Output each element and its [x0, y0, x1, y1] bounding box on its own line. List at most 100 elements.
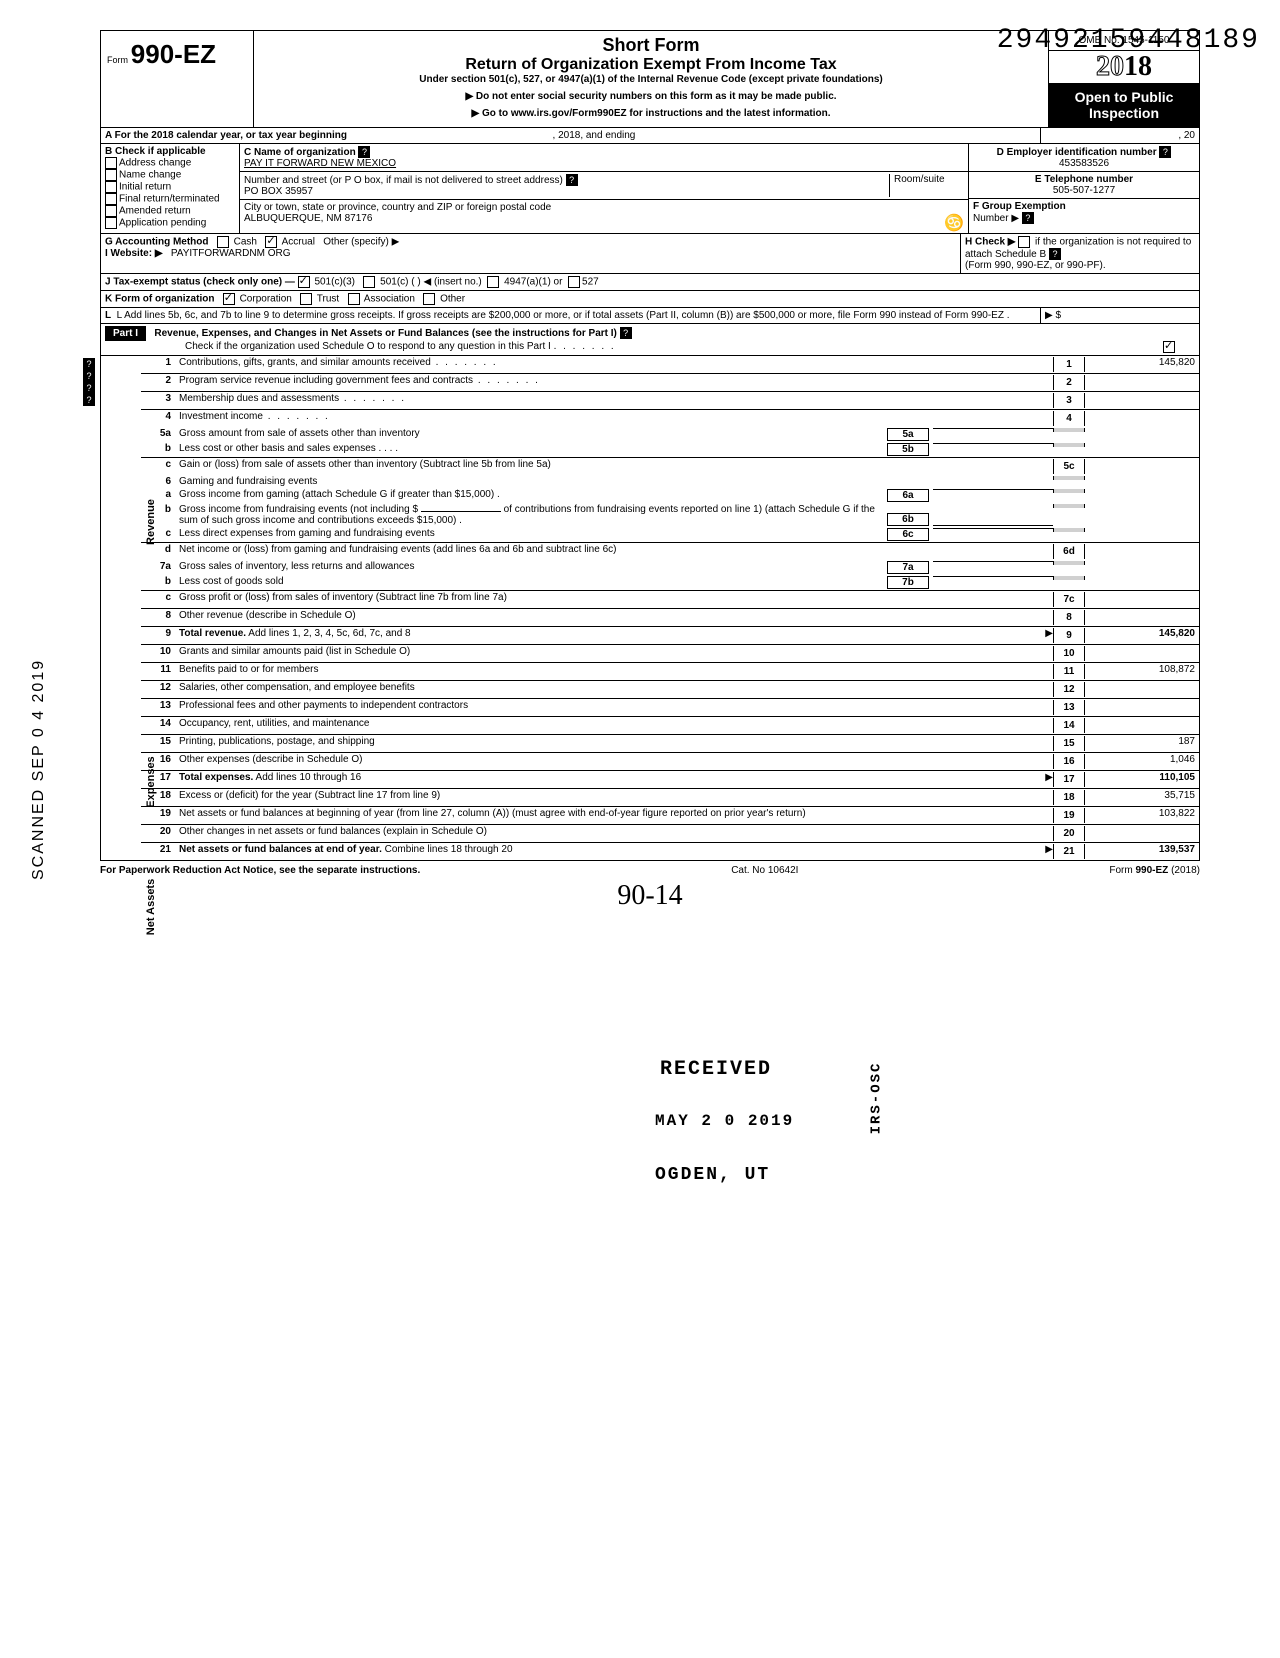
- checkbox-icon[interactable]: [105, 181, 117, 193]
- line-a: A For the 2018 calendar year, or tax yea…: [100, 128, 1200, 144]
- city-value: ALBUQUERQUE, NM 87176: [244, 213, 372, 224]
- line-15: 15Printing, publications, postage, and s…: [141, 734, 1199, 752]
- line-12: 12Salaries, other compensation, and empl…: [141, 680, 1199, 698]
- document-id: 29492159448189: [997, 25, 1260, 56]
- line-20: 20Other changes in net assets or fund ba…: [141, 824, 1199, 842]
- i-label: I Website: ▶: [105, 248, 163, 259]
- city-label: City or town, state or province, country…: [244, 202, 551, 213]
- h-text2: (Form 990, 990-EZ, or 990-PF).: [965, 260, 1106, 271]
- line-6d: d Net income or (loss) from gaming and f…: [141, 542, 1199, 560]
- help-icon[interactable]: ?: [1159, 146, 1171, 158]
- checkbox-icon[interactable]: [265, 236, 277, 248]
- side-revenue: Revenue: [145, 482, 157, 562]
- help-icon[interactable]: ?: [83, 382, 95, 394]
- line-a-end: , 20: [1178, 130, 1195, 141]
- f-label2: Number ▶: [973, 213, 1019, 224]
- b-opt-1[interactable]: Name change: [105, 169, 235, 181]
- checkbox-icon[interactable]: [1163, 341, 1175, 353]
- part1-body: Revenue Expenses Net Assets ? ? ? ? 1Con…: [100, 356, 1200, 861]
- line-6a: a Gross income from gaming (attach Sched…: [141, 488, 1199, 503]
- l-row: L L Add lines 5b, 6c, and 7b to line 9 t…: [100, 308, 1200, 324]
- line-6b: b Gross income from fundraising events (…: [141, 503, 1199, 527]
- checkbox-icon[interactable]: [1018, 236, 1030, 248]
- b-opt-5[interactable]: Application pending: [105, 217, 235, 229]
- side-expenses: Expenses: [145, 742, 157, 822]
- received-stamp: RECEIVED: [660, 1058, 772, 1081]
- form-word: Form: [107, 55, 128, 65]
- checkbox-icon[interactable]: [300, 293, 312, 305]
- form-number: 990-EZ: [131, 39, 216, 69]
- help-icon[interactable]: ?: [83, 394, 95, 406]
- b-opt-2[interactable]: Initial return: [105, 181, 235, 193]
- ein-value: 453583526: [1059, 158, 1109, 169]
- help-icon[interactable]: ?: [620, 327, 632, 339]
- scanned-stamp: SCANNED SEP 0 4 2019: [30, 659, 48, 880]
- signature: 90-14: [100, 880, 1200, 912]
- j-label: J Tax-exempt status (check only one) —: [105, 277, 295, 288]
- checkbox-icon[interactable]: [105, 217, 117, 229]
- checkbox-icon[interactable]: [487, 276, 499, 288]
- line-14: 14Occupancy, rent, utilities, and mainte…: [141, 716, 1199, 734]
- irs-stamp: IRS-OSC: [868, 1062, 884, 1135]
- checkbox-icon[interactable]: [363, 276, 375, 288]
- under-text: Under section 501(c), 527, or 4947(a)(1)…: [262, 74, 1040, 85]
- part1-check-text: Check if the organization used Schedule …: [185, 341, 551, 352]
- line-6c: c Less direct expenses from gaming and f…: [141, 527, 1199, 542]
- help-icon[interactable]: ?: [358, 146, 370, 158]
- org-name: PAY IT FORWARD NEW MEXICO: [244, 158, 396, 169]
- k-row: K Form of organization Corporation Trust…: [100, 291, 1200, 308]
- j-row: J Tax-exempt status (check only one) — 5…: [100, 274, 1200, 291]
- help-icon[interactable]: ?: [1049, 248, 1061, 260]
- b-opt-3[interactable]: Final return/terminated: [105, 193, 235, 205]
- checkbox-icon[interactable]: [105, 157, 117, 169]
- checkbox-icon[interactable]: [223, 293, 235, 305]
- b-opt-4[interactable]: Amended return: [105, 205, 235, 217]
- g-i-block: G Accounting Method Cash Accrual Other (…: [100, 234, 1200, 274]
- phone-value: 505-507-1277: [1053, 185, 1115, 196]
- footer-right: Form 990-EZ (2018): [1109, 865, 1200, 876]
- form-page: 29492159448189 SCANNED SEP 0 4 2019 Form…: [100, 30, 1200, 912]
- warn2: ▶ Go to www.irs.gov/Form990EZ for instru…: [262, 108, 1040, 119]
- checkbox-icon[interactable]: [298, 276, 310, 288]
- long-title: Return of Organization Exempt From Incom…: [262, 56, 1040, 74]
- help-icon[interactable]: ?: [566, 174, 578, 186]
- help-icon[interactable]: ?: [83, 370, 95, 382]
- checkbox-icon[interactable]: [105, 169, 117, 181]
- checkbox-icon[interactable]: [217, 236, 229, 248]
- open-inspection: Open to Public Inspection: [1049, 83, 1199, 127]
- part1-title: Revenue, Expenses, and Changes in Net As…: [154, 328, 617, 339]
- line-4: 4Investment income4: [141, 409, 1199, 427]
- line-a-label: A For the 2018 calendar year, or tax yea…: [105, 130, 347, 141]
- line-5a: 5a Gross amount from sale of assets othe…: [141, 427, 1199, 442]
- e-label: E Telephone number: [1035, 174, 1133, 185]
- h-label: H Check ▶: [965, 237, 1015, 248]
- checkbox-icon[interactable]: [105, 193, 117, 205]
- form-number-cell: Form 990-EZ: [101, 31, 254, 127]
- line-a-mid: , 2018, and ending: [553, 130, 636, 141]
- short-title: Short Form: [262, 35, 1040, 56]
- checkbox-icon[interactable]: [423, 293, 435, 305]
- line-9: 9Total revenue. Add lines 1, 2, 3, 4, 5c…: [141, 626, 1199, 644]
- line-17: 17Total expenses. Add lines 10 through 1…: [141, 770, 1199, 788]
- line-11: 11Benefits paid to or for members11108,8…: [141, 662, 1199, 680]
- b-label: B Check if applicable: [105, 146, 235, 157]
- checkbox-icon[interactable]: [348, 293, 360, 305]
- line-7a: 7a Gross sales of inventory, less return…: [141, 560, 1199, 575]
- k-label: K Form of organization: [105, 294, 214, 305]
- room-label: Room/suite: [894, 174, 945, 185]
- line-7c: cGross profit or (loss) from sales of in…: [141, 590, 1199, 608]
- l-text: L Add lines 5b, 6c, and 7b to line 9 to …: [117, 310, 1010, 321]
- checkbox-icon[interactable]: [105, 205, 117, 217]
- d-label: D Employer identification number: [997, 147, 1157, 158]
- circ-stamp: ♋: [944, 213, 964, 233]
- line-2: 2Program service revenue including gover…: [141, 373, 1199, 391]
- help-icon[interactable]: ?: [83, 358, 95, 370]
- b-opt-0[interactable]: Address change: [105, 157, 235, 169]
- line-21: 21Net assets or fund balances at end of …: [141, 842, 1199, 860]
- line-1: 1Contributions, gifts, grants, and simil…: [141, 356, 1199, 373]
- f-label: F Group Exemption: [973, 201, 1066, 212]
- ogden-stamp: OGDEN, UT: [655, 1165, 770, 1185]
- side-netassets: Net Assets: [145, 867, 157, 947]
- checkbox-icon[interactable]: [568, 276, 580, 288]
- help-icon[interactable]: ?: [1022, 212, 1034, 224]
